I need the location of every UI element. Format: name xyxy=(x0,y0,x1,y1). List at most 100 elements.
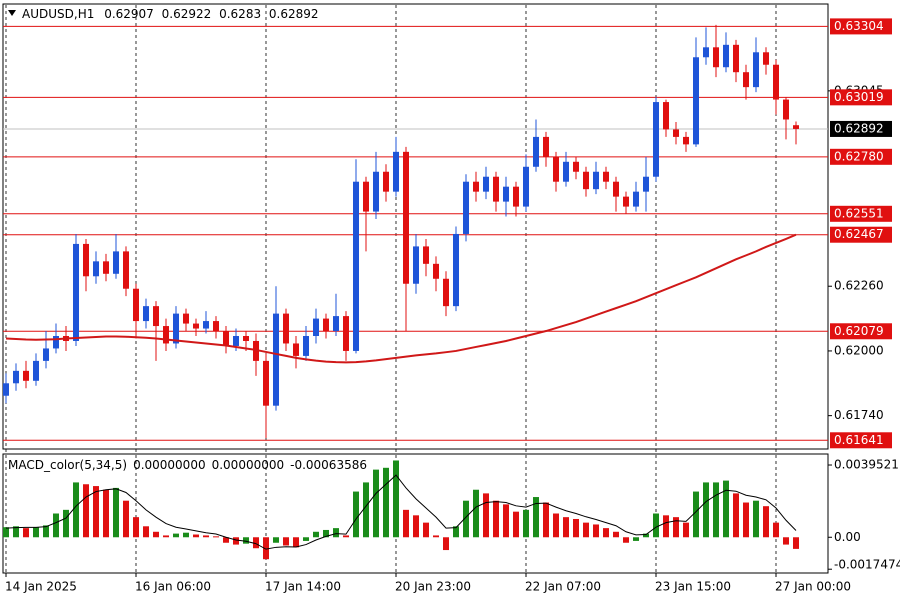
symbol: AUDUSD,H1 xyxy=(22,7,94,21)
histogram-bar xyxy=(573,518,579,538)
current-price-label: 0.62892 xyxy=(834,121,884,135)
histogram-bar xyxy=(363,482,369,538)
histogram-bar xyxy=(463,500,469,538)
price-header: AUDUSD,H1 0.62907 0.62922 0.6283 0.62892 xyxy=(22,7,319,21)
candle-body xyxy=(553,156,559,182)
histogram-bar xyxy=(733,493,739,538)
histogram-bar xyxy=(793,537,799,549)
histogram-bar xyxy=(593,524,599,538)
histogram-bar xyxy=(313,531,319,538)
histogram-bar xyxy=(133,517,139,538)
histogram-bar xyxy=(283,537,289,546)
candle-body xyxy=(183,313,189,324)
x-tick-label: 17 Jan 14:00 xyxy=(265,580,341,594)
candle-body xyxy=(793,125,799,129)
histogram-bar xyxy=(3,527,9,538)
histogram-bar xyxy=(243,537,249,544)
candle-body xyxy=(513,186,519,207)
candle-body xyxy=(673,129,679,137)
level-tag xyxy=(830,205,892,222)
histogram-bar xyxy=(763,506,769,538)
candle-body xyxy=(643,176,649,192)
level-label: 0.63304 xyxy=(834,19,884,33)
histogram-bar xyxy=(253,537,259,549)
candle-body xyxy=(593,171,599,190)
x-tick-label: 14 Jan 2025 xyxy=(5,580,77,594)
histogram-bar xyxy=(323,529,329,538)
histogram-bar xyxy=(693,491,699,538)
candle-body xyxy=(773,64,779,100)
histogram-bar xyxy=(353,491,359,538)
candle-body xyxy=(473,181,479,192)
histogram-bar xyxy=(493,500,499,538)
menu-triangle[interactable] xyxy=(8,10,16,16)
candle-body xyxy=(263,360,269,406)
histogram-bar xyxy=(173,533,179,538)
y-tick-label: 0.00 xyxy=(834,530,861,544)
histogram-bar xyxy=(413,515,419,538)
high-readout: 0.62922 xyxy=(162,7,212,21)
histogram-bar xyxy=(423,522,429,538)
histogram-bar xyxy=(513,511,519,538)
histogram-bar xyxy=(343,535,349,538)
candle-body xyxy=(583,171,589,190)
histogram-bar xyxy=(523,509,529,538)
level-label: 0.63019 xyxy=(834,90,884,104)
level-label: 0.61641 xyxy=(834,433,884,447)
histogram-bar xyxy=(603,528,609,538)
candle-body xyxy=(663,102,669,130)
candle-body xyxy=(753,52,759,88)
indicator-readout: 0.00000000 xyxy=(212,458,285,472)
level-tag xyxy=(830,432,892,449)
histogram-bar xyxy=(633,537,639,541)
histogram-bar xyxy=(583,522,589,538)
moving-average xyxy=(5,233,797,364)
indicator-readout: -0.00063586 xyxy=(290,458,367,472)
histogram-bar xyxy=(473,489,479,538)
histogram-bar xyxy=(663,515,669,538)
histogram-bar xyxy=(723,480,729,538)
candle-body xyxy=(713,47,719,68)
histogram-bar xyxy=(293,537,299,548)
y-tick-label: 0.0039521 xyxy=(834,458,899,472)
level-tag xyxy=(830,18,892,35)
histogram-bar xyxy=(713,482,719,538)
candle-body xyxy=(273,313,279,406)
histogram-bar xyxy=(393,460,399,538)
signal-line xyxy=(5,474,797,550)
level-label: 0.62551 xyxy=(834,206,884,220)
candle-body xyxy=(193,323,199,329)
candle-body xyxy=(103,261,109,274)
x-tick-label: 16 Jan 06:00 xyxy=(135,580,211,594)
histogram-bar xyxy=(203,535,209,538)
histogram-bar xyxy=(653,513,659,538)
histogram-bar xyxy=(83,484,89,538)
candle-body xyxy=(283,313,289,344)
candle-body xyxy=(163,326,169,344)
candle-body xyxy=(93,261,99,277)
candle-body xyxy=(653,102,659,177)
histogram-bar xyxy=(743,502,749,538)
price-panel xyxy=(2,3,829,450)
histogram-bar xyxy=(233,537,239,545)
histogram-bar xyxy=(673,517,679,538)
histogram-bar xyxy=(163,535,169,538)
histogram-bar xyxy=(153,531,159,538)
histogram-bar xyxy=(23,528,29,538)
histogram-bar xyxy=(143,526,149,538)
level-tag xyxy=(830,148,892,165)
low-readout: 0.6283 xyxy=(219,7,261,21)
candle-body xyxy=(423,246,429,264)
histogram-bar xyxy=(273,537,279,543)
histogram-bar xyxy=(613,531,619,538)
histogram-bar xyxy=(563,517,569,538)
candle-body xyxy=(683,136,689,145)
candle-body xyxy=(343,316,349,351)
candle-body xyxy=(323,318,329,332)
level-label: 0.62780 xyxy=(834,149,884,163)
candle-body xyxy=(33,360,39,381)
histogram-bar xyxy=(703,482,709,538)
candle-body xyxy=(13,370,19,384)
candle-body xyxy=(123,251,129,289)
